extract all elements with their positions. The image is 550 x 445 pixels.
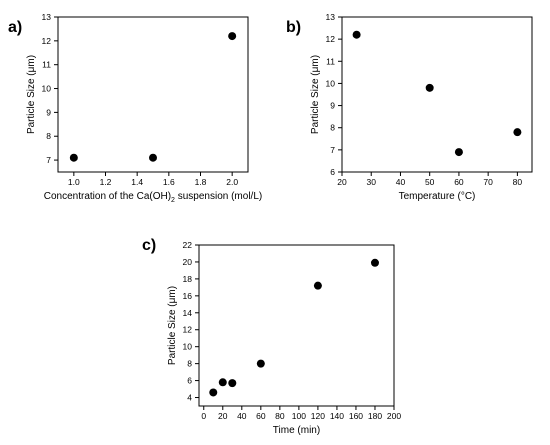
- y-tick-label: 10: [326, 78, 336, 88]
- y-axis-title: Particle Size (μm): [26, 55, 37, 134]
- data-point: [149, 153, 157, 162]
- x-tick-label: 100: [292, 411, 306, 421]
- y-tick-label: 8: [330, 123, 335, 133]
- data-point: [313, 281, 322, 290]
- panel-label: c): [142, 237, 156, 254]
- x-tick-label: 160: [349, 411, 363, 421]
- x-tick-label: 30: [366, 177, 376, 187]
- y-tick-label: 22: [183, 240, 193, 250]
- y-tick-label: 8: [46, 131, 51, 141]
- y-tick-label: 11: [326, 56, 335, 66]
- x-tick-label: 1.6: [163, 177, 175, 187]
- plot-frame: [198, 244, 395, 407]
- x-tick-label: 70: [483, 177, 493, 187]
- data-point: [425, 83, 434, 92]
- data-point: [454, 148, 463, 157]
- data-point: [69, 153, 78, 162]
- x-tick-label: 0: [201, 411, 206, 421]
- y-tick-label: 9: [330, 101, 335, 111]
- y-tick-label: 16: [183, 291, 193, 301]
- y-tick-label: 9: [46, 107, 51, 117]
- x-tick-label: 80: [513, 177, 523, 187]
- y-tick-label: 18: [183, 274, 193, 284]
- x-axis-title: Concentration of the Ca(OH)2 suspension …: [44, 191, 262, 204]
- chart-panel-c: 0 20 40 60 80 100 120 140 160 180 200 4 6 8 10 12 14 16 18…: [142, 237, 401, 436]
- y-tick-label: 8: [187, 359, 192, 369]
- y-tick-label: 12: [326, 34, 336, 44]
- x-tick-label: 120: [311, 411, 325, 421]
- y-tick-label: 14: [183, 308, 193, 318]
- panel-label: b): [286, 19, 301, 36]
- x-tick-label: 40: [396, 177, 406, 187]
- data-point: [370, 258, 379, 267]
- x-tick-label: 1.2: [100, 177, 112, 187]
- x-tick-label: 20: [337, 177, 347, 187]
- y-tick-label: 13: [326, 12, 336, 22]
- y-tick-label: 4: [187, 393, 192, 403]
- x-tick-label: 1.0: [68, 177, 80, 187]
- y-axis-title: Particle Size (μm): [310, 55, 321, 134]
- y-tick-label: 13: [42, 12, 52, 22]
- y-tick-label: 6: [187, 376, 192, 386]
- data-point: [256, 359, 265, 368]
- plot-frame: [341, 16, 533, 173]
- x-tick-label: 40: [237, 411, 247, 421]
- data-point: [228, 32, 237, 41]
- y-tick-label: 10: [183, 342, 193, 352]
- x-tick-label: 60: [454, 177, 464, 187]
- x-tick-label: 180: [368, 411, 382, 421]
- data-point: [218, 378, 227, 387]
- y-tick-label: 20: [183, 257, 193, 267]
- y-tick-label: 6: [330, 167, 335, 177]
- y-axis-title: Particle Size (μm): [167, 286, 178, 365]
- data-point: [352, 30, 361, 39]
- data-point: [209, 388, 218, 397]
- x-tick-label: 1.8: [195, 177, 207, 187]
- x-axis-title: Temperature (°C): [399, 191, 476, 202]
- data-point: [513, 128, 522, 137]
- x-tick-label: 1.4: [131, 177, 143, 187]
- plot-frame: [57, 16, 249, 173]
- y-tick-label: 7: [46, 155, 51, 165]
- chart-panel-b: 20 30 40 50 60 70 80 6 7 8 9 10 11 12 13 Temperature (°…: [286, 12, 533, 202]
- x-axis-title: Time (min): [273, 425, 320, 436]
- y-tick-label: 12: [42, 36, 52, 46]
- x-tick-label: 20: [218, 411, 228, 421]
- x-tick-label: 2.0: [226, 177, 238, 187]
- panel-label: a): [8, 19, 22, 36]
- y-tick-label: 10: [42, 84, 52, 94]
- x-tick-label: 50: [425, 177, 435, 187]
- y-tick-label: 7: [330, 145, 335, 155]
- y-tick-label: 12: [183, 325, 193, 335]
- x-tick-label: 60: [256, 411, 266, 421]
- x-tick-label: 200: [387, 411, 401, 421]
- x-tick-label: 80: [275, 411, 285, 421]
- chart-panel-a: 1.0 1.2 1.4 1.6 1.8 2.0 7 8 9 10 11 12 13 Concentrati…: [8, 12, 262, 204]
- x-tick-label: 140: [330, 411, 344, 421]
- y-tick-label: 11: [42, 60, 51, 70]
- data-point: [228, 379, 237, 388]
